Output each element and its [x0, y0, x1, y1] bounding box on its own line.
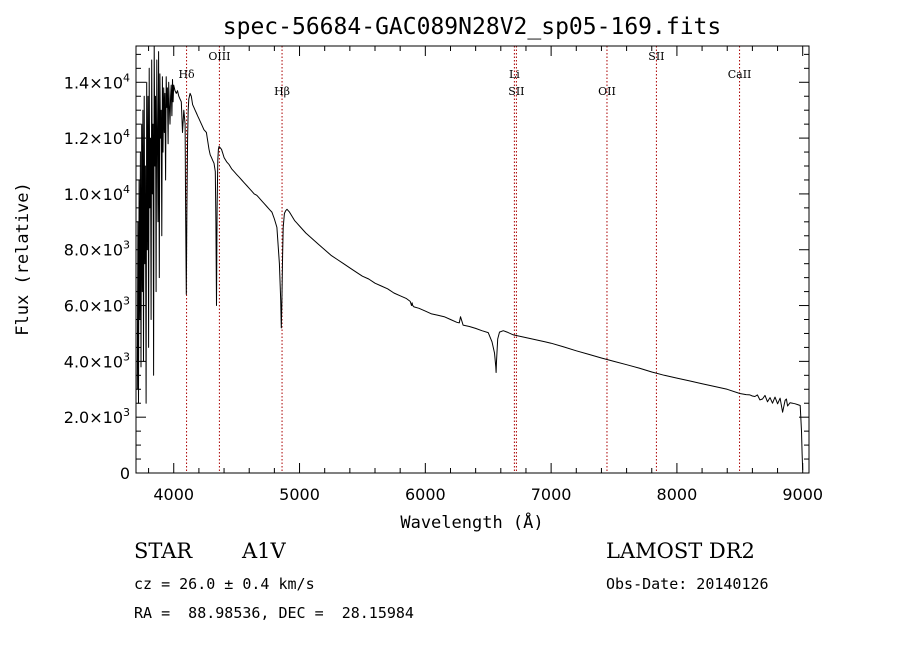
line-markers: Hδ OIII Hβ Li SII OII SII CaII [178, 46, 751, 473]
y-tick-label: 2.0×103 [64, 406, 130, 427]
line-marker-label: OII [598, 85, 616, 98]
y-tick-label: 4.0×103 [64, 350, 130, 371]
line-marker-label: OIII [208, 50, 230, 63]
x-axis: 4000 5000 6000 7000 8000 9000 [148, 46, 823, 504]
line-marker-label: Hβ [274, 85, 290, 98]
x-axis-label: Wavelength (Å) [400, 511, 543, 533]
y-tick-label: 1.0×104 [64, 183, 130, 204]
coordinates-line: RA = 88.98536, DEC = 28.15984 [134, 604, 414, 622]
x-tick-label: 4000 [153, 485, 194, 504]
x-tick-label: 5000 [279, 485, 320, 504]
obs-date-line: Obs-Date: 20140126 [606, 575, 769, 593]
line-marker-label: SII [648, 50, 664, 63]
spectrum-line [136, 45, 804, 471]
line-marker-label: Hδ [178, 68, 195, 81]
line-marker-label: Li [509, 68, 520, 81]
y-axis: 0 2.0×103 4.0×103 6.0×103 8.0×103 1.0×104 1.2×… [64, 53, 809, 483]
x-tick-label: 6000 [405, 485, 446, 504]
y-tick-label: 8.0×103 [64, 239, 130, 260]
chart-title: spec-56684-GAC089N28V2_sp05-169.fits [223, 14, 722, 40]
object-type: STAR [134, 539, 193, 563]
spectral-subclass: A1V [242, 539, 286, 563]
x-tick-label: 9000 [782, 485, 823, 504]
y-axis-label: Flux (relative) [13, 182, 33, 336]
x-tick-label: 7000 [531, 485, 572, 504]
y-tick-label: 1.4×104 [64, 71, 130, 92]
x-tick-label: 8000 [657, 485, 698, 504]
line-marker-label: SII [508, 85, 524, 98]
survey-name: LAMOST DR2 [606, 539, 755, 563]
spectrum-series [136, 45, 804, 471]
plot-frame [135, 45, 810, 474]
y-tick-label: 6.0×103 [64, 295, 130, 316]
y-tick-label: 1.2×104 [64, 127, 130, 148]
y-tick-label: 0 [120, 464, 130, 483]
redshift-line: cz = 26.0 ± 0.4 km/s [134, 575, 315, 593]
line-marker-label: CaII [728, 68, 752, 81]
